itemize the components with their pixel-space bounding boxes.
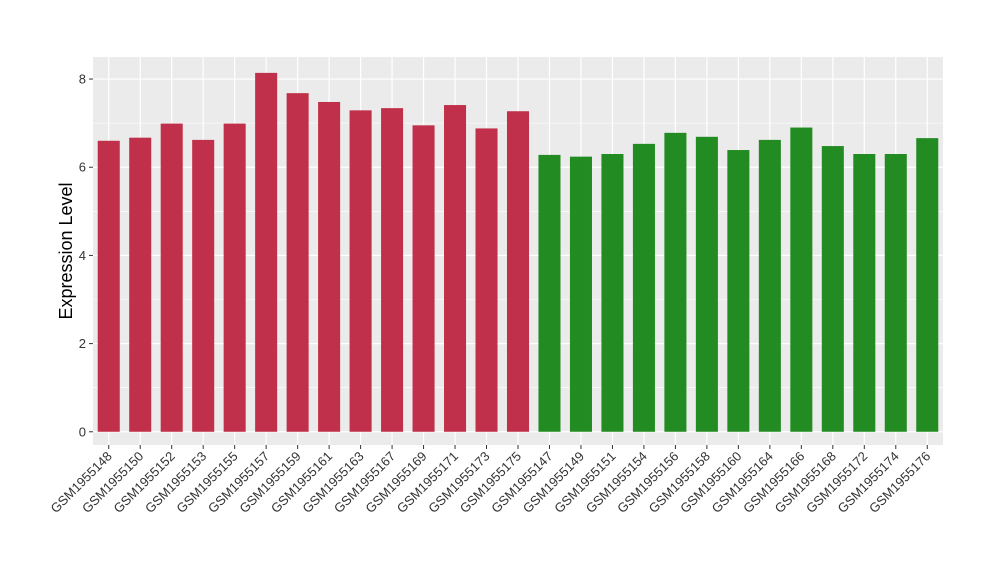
y-tick-label: 2 [79,336,86,351]
y-tick-label: 6 [79,160,86,175]
bar-GSM1955160 [727,150,750,432]
x-axis: GSM1955148GSM1955150GSM1955152GSM1955153… [48,445,933,516]
bar-GSM1955171 [444,105,467,432]
bar-GSM1955172 [853,154,876,432]
bar-GSM1955168 [821,146,844,432]
y-axis-title: Expression Level [56,182,76,319]
bar-GSM1955154 [632,143,655,432]
bar-GSM1955169 [412,125,435,432]
y-axis: 0 2 4 6 8 [79,72,93,439]
bar-GSM1955164 [758,139,781,432]
bar-GSM1955159 [286,93,309,432]
bar-GSM1955151 [601,154,624,432]
bar-GSM1955175 [506,111,530,432]
bar-GSM1955174 [884,154,907,432]
bar-GSM1955163 [349,110,372,432]
bar-GSM1955148 [97,140,120,432]
bar-GSM1955155 [223,123,246,432]
bar-GSM1955158 [695,136,718,432]
bar-GSM1955173 [475,128,498,432]
bar-GSM1955176 [916,138,939,432]
bar-GSM1955157 [255,72,278,432]
bar-GSM1955167 [381,108,404,432]
bar-GSM1955156 [664,132,687,432]
bar-GSM1955152 [160,123,183,432]
bar-GSM1955150 [129,137,152,432]
bars [97,72,939,432]
bar-GSM1955161 [318,101,341,432]
bar-GSM1955166 [790,127,813,432]
bar-GSM1955147 [538,154,561,432]
y-tick-label: 4 [79,248,86,263]
bar-GSM1955153 [192,139,215,432]
y-tick-label: 0 [79,424,86,439]
bar-GSM1955149 [569,156,592,432]
y-tick-label: 8 [79,72,86,87]
